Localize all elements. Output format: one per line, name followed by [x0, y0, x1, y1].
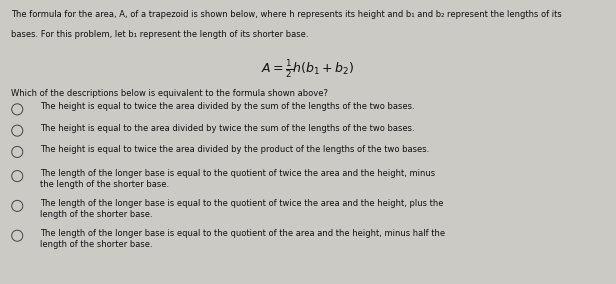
Text: The height is equal to twice the area divided by the product of the lengths of t: The height is equal to twice the area di…	[40, 145, 429, 154]
Text: The length of the longer base is equal to the quotient of twice the area and the: The length of the longer base is equal t…	[40, 199, 444, 219]
Text: bases. For this problem, let b₁ represent the length of its shorter base.: bases. For this problem, let b₁ represen…	[11, 30, 309, 39]
Text: The height is equal to twice the area divided by the sum of the lengths of the t: The height is equal to twice the area di…	[40, 102, 415, 111]
Text: $A = \frac{1}{2}h(b_1 + b_2)$: $A = \frac{1}{2}h(b_1 + b_2)$	[261, 58, 355, 80]
Text: The length of the longer base is equal to the quotient of twice the area and the: The length of the longer base is equal t…	[40, 169, 435, 189]
Text: The formula for the area, A, of a trapezoid is shown below, where h represents i: The formula for the area, A, of a trapez…	[11, 10, 562, 19]
Text: The height is equal to the area divided by twice the sum of the lengths of the t: The height is equal to the area divided …	[40, 124, 415, 133]
Text: Which of the descriptions below is equivalent to the formula shown above?: Which of the descriptions below is equiv…	[11, 89, 328, 99]
Text: The length of the longer base is equal to the quotient of the area and the heigh: The length of the longer base is equal t…	[40, 229, 445, 249]
